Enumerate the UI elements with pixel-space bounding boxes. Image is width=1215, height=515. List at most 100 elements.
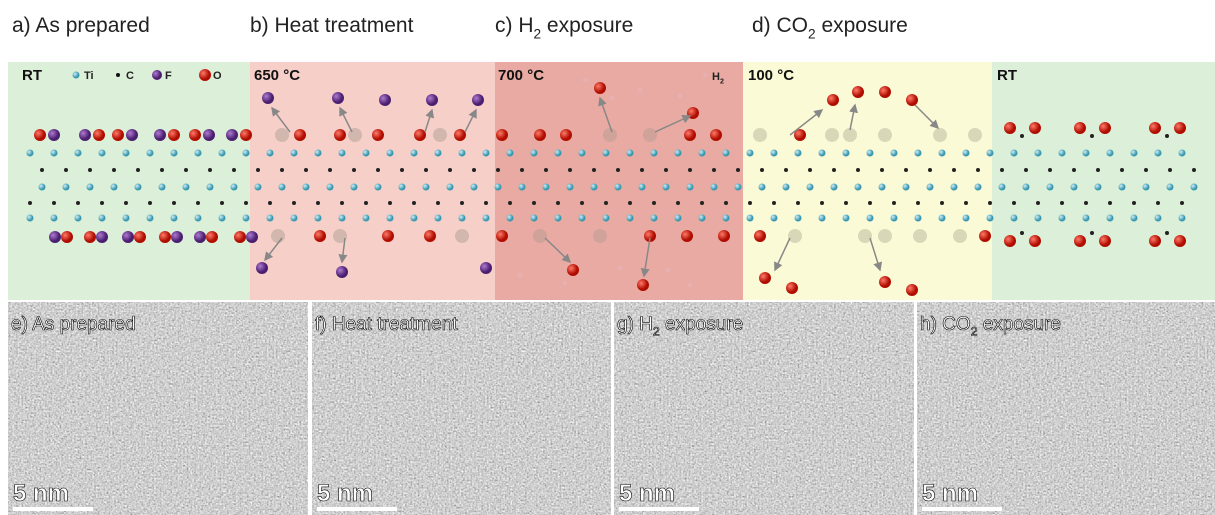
atom xyxy=(940,201,944,205)
atom xyxy=(135,184,142,191)
atom xyxy=(1119,184,1126,191)
atom xyxy=(618,266,623,271)
legend-symbol xyxy=(73,72,80,79)
atom xyxy=(147,215,154,222)
label: h) CO2 exposure xyxy=(920,314,1061,339)
atom xyxy=(208,168,212,172)
atom xyxy=(710,129,722,141)
atom xyxy=(933,128,947,142)
atom xyxy=(700,201,704,205)
atom xyxy=(579,150,586,157)
atom xyxy=(843,215,850,222)
atom xyxy=(436,201,440,205)
atom xyxy=(471,184,478,191)
section-bg xyxy=(8,62,250,300)
atom xyxy=(100,201,104,205)
atom xyxy=(203,129,215,141)
atom xyxy=(195,215,202,222)
atom xyxy=(220,201,224,205)
atom xyxy=(843,128,857,142)
atom xyxy=(134,231,146,243)
atom xyxy=(643,128,657,142)
atom xyxy=(568,168,572,172)
atom xyxy=(903,184,910,191)
atom xyxy=(154,129,166,141)
atom xyxy=(48,129,60,141)
atom xyxy=(447,184,454,191)
atom xyxy=(123,150,130,157)
atom xyxy=(856,168,860,172)
atom xyxy=(1036,201,1040,205)
atom xyxy=(168,129,180,141)
atom xyxy=(964,201,968,205)
atom xyxy=(480,262,492,274)
atom xyxy=(603,215,610,222)
atom xyxy=(244,201,248,205)
atom xyxy=(51,215,58,222)
atom xyxy=(124,201,128,205)
atom xyxy=(963,215,970,222)
atom xyxy=(93,129,105,141)
atom xyxy=(1029,122,1041,134)
atom xyxy=(507,150,514,157)
atom xyxy=(256,262,268,274)
atom xyxy=(399,184,406,191)
page: a) As preparedb) Heat treatmentc) H2 exp… xyxy=(0,0,1215,515)
atom xyxy=(111,184,118,191)
atom xyxy=(953,229,967,243)
condition: RT xyxy=(22,67,42,84)
atom xyxy=(591,184,598,191)
atom xyxy=(314,230,326,242)
atom xyxy=(879,86,891,98)
atom xyxy=(411,215,418,222)
atom xyxy=(412,201,416,205)
atom xyxy=(952,168,956,172)
atom xyxy=(663,184,670,191)
atom xyxy=(483,215,490,222)
atom xyxy=(567,184,574,191)
label-sub: 2 xyxy=(534,26,542,41)
atom xyxy=(234,231,246,243)
atom xyxy=(711,184,718,191)
atom xyxy=(267,150,274,157)
atom xyxy=(243,150,250,157)
atom xyxy=(1179,215,1186,222)
atom xyxy=(240,129,252,141)
atom xyxy=(699,150,706,157)
atom xyxy=(351,184,358,191)
atom xyxy=(484,201,488,205)
atom xyxy=(262,92,274,104)
atom xyxy=(382,230,394,242)
atom xyxy=(171,231,183,243)
atom xyxy=(496,129,508,141)
atom xyxy=(459,150,466,157)
atom xyxy=(1072,168,1076,172)
atom xyxy=(196,201,200,205)
atom xyxy=(372,129,384,141)
atom xyxy=(747,215,754,222)
scale-bar xyxy=(13,507,93,511)
scale-bar-label: 5 nm xyxy=(317,480,373,507)
section-bg xyxy=(495,62,743,300)
atom xyxy=(639,184,646,191)
atom xyxy=(363,150,370,157)
label-text: e) As prepared xyxy=(11,314,136,335)
atom xyxy=(1012,201,1016,205)
atom xyxy=(1191,184,1198,191)
atom xyxy=(1168,168,1172,172)
atom xyxy=(843,150,850,157)
atom xyxy=(159,184,166,191)
atom xyxy=(904,168,908,172)
atom xyxy=(772,201,776,205)
atom xyxy=(753,128,767,142)
atom xyxy=(604,201,608,205)
atom xyxy=(1174,122,1186,134)
atom xyxy=(1024,168,1028,172)
atom xyxy=(315,215,322,222)
atom xyxy=(652,201,656,205)
atom xyxy=(627,215,634,222)
atom xyxy=(1074,235,1086,247)
atom xyxy=(1035,150,1042,157)
atom xyxy=(1090,134,1094,138)
atom xyxy=(76,201,80,205)
